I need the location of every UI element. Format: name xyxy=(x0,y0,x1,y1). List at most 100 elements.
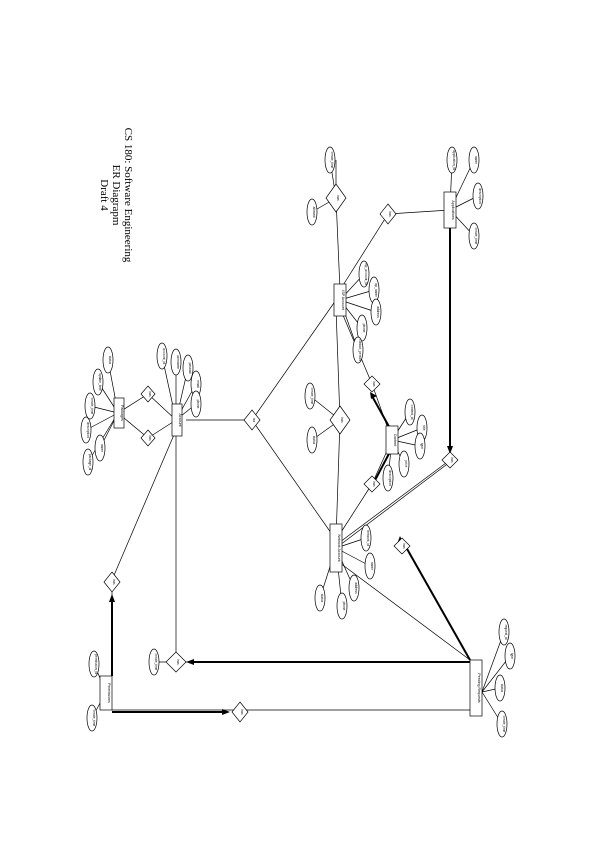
attribute-ellipse xyxy=(364,552,376,580)
entity-network-account: Network Account xyxy=(329,523,343,573)
attribute-label: description xyxy=(478,188,482,204)
rel-perm-has: has xyxy=(231,701,249,723)
rel-content-network: has xyxy=(363,475,381,493)
attribute-label: create_time xyxy=(330,152,334,169)
attribute-label: title xyxy=(422,426,426,431)
arrow-apps xyxy=(447,446,453,454)
attribute-network_account-3: phone xyxy=(336,592,348,620)
attribute-label: description xyxy=(388,470,392,486)
entity-applications: Applications xyxy=(443,191,457,229)
title-line-2: ER Diagrapm xyxy=(110,165,122,226)
attribute-label: create_time xyxy=(502,716,506,733)
attribute-label: phone xyxy=(362,324,366,333)
attribute-isp_account-1: isp_name xyxy=(368,276,380,304)
attribute-packages-0: package_id xyxy=(82,448,94,476)
entity-packages: Packages xyxy=(113,397,125,429)
attribute-ellipse xyxy=(94,434,106,462)
attribute-content-0: content_id xyxy=(404,398,416,426)
attribute-ellipse xyxy=(88,650,100,678)
attribute-rel_isp_perm-0: allowed xyxy=(306,198,318,226)
svg-text:has: has xyxy=(148,435,152,441)
attribute-ellipse xyxy=(92,368,104,396)
attribute-label: contact_person xyxy=(358,339,362,361)
rel-has-package-1: has xyxy=(140,385,156,403)
attribute-packages-5: status xyxy=(102,346,114,374)
attribute-label: type xyxy=(510,653,514,659)
attribute-ellipse xyxy=(190,390,202,418)
attribute-network_account-0: network_id xyxy=(360,524,372,552)
attribute-applications-3: create_time xyxy=(468,222,480,250)
entities: Packages Account ISP Account Content Net… xyxy=(99,191,483,717)
attribute-label: create_time xyxy=(90,398,94,415)
attribute-label: isp_account_id xyxy=(364,263,368,284)
line-app-network xyxy=(335,459,451,546)
attribute-content-4: description xyxy=(382,464,394,492)
attribute-ellipse xyxy=(80,416,92,444)
connector-lines xyxy=(85,159,511,725)
attributes: package_idnamedescriptioncreate_timeupda… xyxy=(80,146,516,738)
rel-content-isp-2: has xyxy=(329,405,351,435)
line-isp-app-rel xyxy=(339,213,389,291)
attribute-network_account-1: name xyxy=(364,552,376,580)
attribute-label: create_time xyxy=(310,388,314,405)
line-network-pending xyxy=(335,559,471,661)
attribute-account-2: passwd xyxy=(182,354,194,382)
rel-has-package-2: has xyxy=(140,429,156,447)
attribute-label: create_time xyxy=(154,654,158,671)
attribute-ellipse xyxy=(414,432,426,460)
attribute-ellipse xyxy=(494,674,506,702)
line-isp-perm-rel xyxy=(335,197,341,291)
attribute-packages-4: update_time xyxy=(92,368,104,396)
attribute-label: package_id xyxy=(88,454,92,471)
attribute-ellipse xyxy=(82,448,94,476)
attribute-rel_isp_perm-1: create_time xyxy=(324,146,336,174)
attribute-applications-0: application_id xyxy=(446,146,458,174)
attribute-label: name xyxy=(370,562,374,570)
attribute-label: request_id xyxy=(504,625,508,640)
attribute-label: isp_name xyxy=(374,283,378,297)
attribute-rel_perm_account-0: create_time xyxy=(148,648,160,676)
attribute-account-1: username xyxy=(170,348,182,376)
attribute-label: name xyxy=(100,444,104,452)
attribute-label: account_id xyxy=(162,348,166,364)
attribute-ellipse xyxy=(306,426,318,454)
attribute-account-3: email xyxy=(190,370,202,398)
attribute-packages-2: description xyxy=(80,416,92,444)
attribute-permissions-1: create_time xyxy=(86,704,98,732)
attribute-label: create_time xyxy=(474,228,478,245)
line-appsrel-network xyxy=(335,461,451,549)
svg-text:has: has xyxy=(402,543,406,549)
svg-text:isa: isa xyxy=(252,418,256,422)
attribute-ellipse xyxy=(382,464,394,492)
rel-isp-applications: has xyxy=(379,203,397,225)
attribute-pending_requests-0: request_id xyxy=(498,618,510,646)
svg-text:has: has xyxy=(176,659,180,665)
attribute-ellipse xyxy=(358,260,370,288)
attribute-label: status xyxy=(312,436,316,445)
line-isa-isp xyxy=(251,299,337,421)
attribute-label: price xyxy=(404,461,408,468)
arrow-pending-rel xyxy=(401,539,471,661)
attribute-rel_isp_content-0: create_time xyxy=(304,382,316,410)
attribute-ellipse xyxy=(498,618,510,646)
attribute-label: status xyxy=(500,684,504,693)
attribute-rel_isp_content-1: status xyxy=(306,426,318,454)
attribute-label: create_time xyxy=(92,710,96,727)
attribute-ellipse xyxy=(336,592,348,620)
attribute-permissions-0: permission_id xyxy=(88,650,100,678)
attribute-label: email xyxy=(196,380,200,388)
attribute-label: phone xyxy=(342,602,346,611)
attribute-ellipse xyxy=(370,298,382,326)
title-line-3: Draft 4 xyxy=(98,179,110,211)
entity-content-label: Content xyxy=(393,434,397,447)
svg-text:has: has xyxy=(112,579,116,585)
entity-account: Account xyxy=(171,403,183,437)
attribute-ellipse xyxy=(102,346,114,374)
attribute-isp_account-2: address xyxy=(370,298,382,326)
attribute-label: status xyxy=(320,594,324,603)
entity-pending-requests-label: Pending Requests xyxy=(477,673,481,703)
line-has1-account xyxy=(147,393,177,421)
entity-packages-label: Packages xyxy=(120,405,124,421)
rel-isp-content: has xyxy=(363,375,381,393)
attribute-pending_requests-3: create_time xyxy=(496,710,508,738)
